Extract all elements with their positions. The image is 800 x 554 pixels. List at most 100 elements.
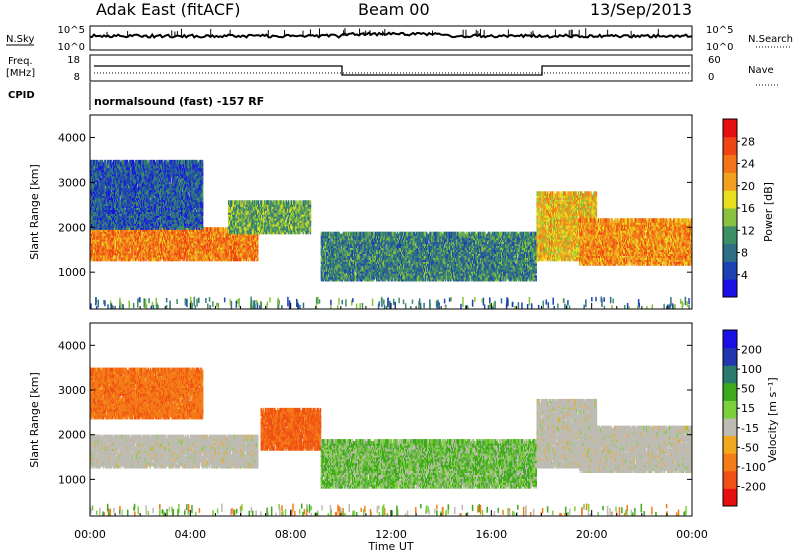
power-cell [135,252,138,258]
power-cell [109,252,112,258]
power-cell [215,239,217,244]
power-cell [227,256,230,262]
power-cell [95,252,97,258]
power-cell [174,237,176,242]
power-cell [120,246,122,252]
cpid-label: CPID [8,90,35,101]
nsearch-label: N.Search [748,34,793,45]
power-cell [100,248,102,254]
power-cell [101,252,103,258]
power-cell [96,231,98,236]
power-cell [309,225,312,231]
power-cell [101,233,103,238]
cpid-panel: CPID normalsound (fast) -157 RF [8,82,264,110]
power-cell [150,254,152,260]
noise-tick-left-bottom: 10^0 [58,42,85,53]
noise-tick-right-bottom: 10^0 [706,42,733,53]
power-cell [233,256,235,262]
power-cell [217,227,219,232]
power-cell [128,240,131,246]
power-cell [122,242,124,248]
power-cell [159,254,162,260]
freq-tick-bottom: 8 [74,72,80,83]
power-cell [182,229,185,234]
power-cell [149,246,151,252]
title-row: Adak East (fitACF) Beam 00 13/Sep/2013 [0,0,800,26]
power-cell [92,246,94,252]
power-cell [210,246,212,252]
date-title: 13/Sep/2013 [590,0,692,20]
power-cell [130,242,133,248]
power-cell [218,227,220,232]
power-cell [153,240,156,246]
power-cell [103,240,106,246]
power-cell [221,227,223,232]
power-cell [177,235,180,240]
noise-tick-right-top: 10^5 [706,25,733,36]
power-cell [201,250,204,256]
power-cell [177,242,180,248]
power-cell [166,254,168,260]
power-cell [116,256,118,262]
power-cell [175,252,178,258]
power-cell [206,227,209,232]
power-cell [160,237,163,242]
power-cell [119,229,121,234]
power-cell [132,246,135,252]
power-cell [254,242,257,248]
power-cell [154,248,157,254]
power-cell [182,246,185,252]
power-cell [225,227,228,232]
power-cell [160,231,163,236]
power-cell [164,252,166,258]
power-cell [129,252,132,258]
power-cell [196,250,198,256]
power-cell [220,235,222,240]
power-cell [132,229,135,234]
power-heatmap [90,159,692,309]
power-cell [216,227,218,232]
power-cell [186,227,188,232]
power-cell [189,233,191,238]
power-cell [190,256,192,262]
power-cell [257,200,260,205]
power-cell [109,239,112,244]
power-cell [230,244,233,250]
freq-label: Freq. [8,56,33,67]
cpid-text: normalsound (fast) -157 RF [94,95,264,108]
power-cell [241,246,243,252]
power-cell [147,248,149,254]
power-cell [102,246,104,252]
power-cell [196,256,198,262]
power-cell [129,235,132,240]
power-cell [173,231,175,236]
power-cell [114,250,116,256]
power-cell [196,227,198,232]
power-cell [250,248,253,254]
power-cell [124,229,126,234]
power-cell [229,254,232,260]
power-cell [226,240,229,246]
power-cell [231,254,234,260]
power-cell [98,229,100,234]
power-cell [122,229,124,234]
nave-tick-bottom: 0 [708,72,714,83]
power-cell [119,239,121,244]
power-cell [239,242,241,248]
power-cell [117,237,119,242]
power-cell [128,227,131,232]
power-cell [202,244,205,250]
power-cell [132,256,135,262]
power-cell [251,254,254,260]
power-cell [191,246,193,252]
power-cell [133,254,136,260]
power-cell [133,231,136,236]
power-cell [162,227,164,232]
power-cell [236,254,238,260]
power-cell [142,235,144,240]
power-cell [165,248,167,254]
power-cell [248,248,251,254]
power-cell [236,233,238,238]
power-cell [224,227,227,232]
power-cell [198,233,201,238]
